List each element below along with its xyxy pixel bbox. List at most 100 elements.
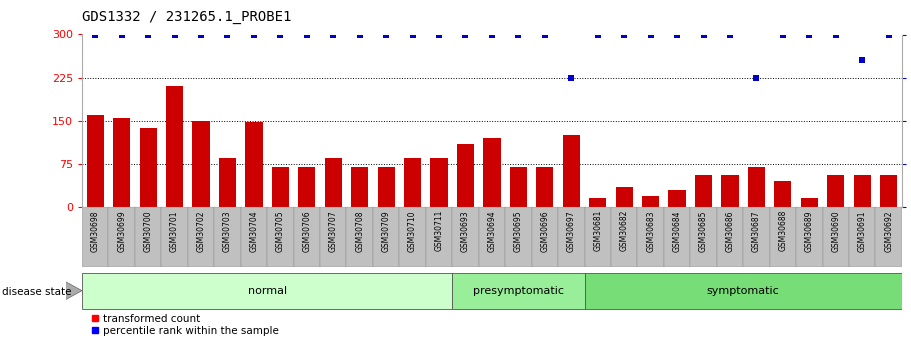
Bar: [796, 207, 823, 267]
Text: GSM30700: GSM30700: [144, 210, 153, 252]
Text: normal: normal: [248, 286, 287, 296]
Bar: [585, 273, 902, 308]
Bar: [214, 207, 241, 267]
Text: GSM30688: GSM30688: [778, 210, 787, 252]
Bar: [585, 207, 611, 267]
Point: [511, 32, 526, 37]
Bar: [669, 190, 686, 207]
Text: GSM30687: GSM30687: [752, 210, 761, 252]
Point: [115, 32, 129, 37]
Point: [828, 32, 843, 37]
Text: GSM30707: GSM30707: [329, 210, 338, 252]
Bar: [849, 207, 875, 267]
Text: presymptomatic: presymptomatic: [473, 286, 564, 296]
Bar: [135, 207, 161, 267]
Point: [141, 32, 156, 37]
Text: GSM30711: GSM30711: [435, 210, 444, 252]
Bar: [351, 167, 368, 207]
Bar: [324, 158, 342, 207]
Text: GSM30703: GSM30703: [223, 210, 232, 252]
Bar: [691, 207, 717, 267]
Bar: [245, 122, 262, 207]
Bar: [854, 175, 871, 207]
Point: [194, 32, 209, 37]
Point: [749, 75, 763, 80]
Bar: [748, 167, 765, 207]
Point: [88, 32, 103, 37]
Point: [617, 32, 631, 37]
Text: GSM30698: GSM30698: [91, 210, 99, 252]
Bar: [532, 207, 558, 267]
Bar: [139, 128, 157, 207]
Text: GSM30684: GSM30684: [672, 210, 681, 252]
Bar: [192, 121, 210, 207]
Point: [300, 32, 314, 37]
Point: [643, 32, 658, 37]
Bar: [271, 167, 289, 207]
Text: GSM30686: GSM30686: [725, 210, 734, 252]
Point: [458, 32, 473, 37]
Bar: [425, 207, 452, 267]
Bar: [695, 175, 712, 207]
Text: GSM30705: GSM30705: [276, 210, 285, 252]
Bar: [188, 207, 214, 267]
Text: GSM30691: GSM30691: [858, 210, 866, 252]
Text: GSM30681: GSM30681: [593, 210, 602, 252]
Text: GSM30696: GSM30696: [540, 210, 549, 252]
Text: GSM30683: GSM30683: [646, 210, 655, 252]
Bar: [880, 175, 897, 207]
Point: [881, 32, 896, 37]
Bar: [298, 167, 315, 207]
Point: [247, 32, 261, 37]
Text: GSM30694: GSM30694: [487, 210, 496, 252]
Bar: [399, 207, 425, 267]
Polygon shape: [66, 282, 82, 299]
Bar: [537, 167, 553, 207]
Bar: [801, 198, 818, 207]
Bar: [108, 207, 135, 267]
Bar: [452, 207, 478, 267]
Bar: [478, 207, 506, 267]
Point: [564, 75, 578, 80]
Bar: [346, 207, 373, 267]
Bar: [457, 144, 474, 207]
Text: GSM30701: GSM30701: [170, 210, 179, 252]
Text: GSM30682: GSM30682: [619, 210, 629, 252]
Bar: [664, 207, 691, 267]
Bar: [611, 207, 638, 267]
Bar: [82, 273, 452, 308]
Point: [855, 58, 869, 63]
Bar: [774, 181, 792, 207]
Text: GSM30708: GSM30708: [355, 210, 364, 252]
Point: [432, 32, 446, 37]
Bar: [770, 207, 796, 267]
Bar: [430, 158, 447, 207]
Bar: [161, 207, 188, 267]
Bar: [563, 135, 580, 207]
Bar: [219, 158, 236, 207]
Text: GSM30704: GSM30704: [250, 210, 259, 252]
Text: GSM30706: GSM30706: [302, 210, 312, 252]
Text: GSM30697: GSM30697: [567, 210, 576, 252]
Bar: [638, 207, 664, 267]
Point: [273, 32, 288, 37]
Bar: [373, 207, 399, 267]
Point: [590, 32, 605, 37]
Bar: [558, 207, 585, 267]
Text: GSM30709: GSM30709: [382, 210, 391, 252]
Bar: [743, 207, 770, 267]
Point: [670, 32, 684, 37]
Bar: [404, 158, 421, 207]
Point: [326, 32, 341, 37]
Point: [775, 32, 790, 37]
Bar: [166, 86, 183, 207]
Text: GDS1332 / 231265.1_PROBE1: GDS1332 / 231265.1_PROBE1: [82, 10, 292, 24]
Point: [537, 32, 552, 37]
Text: GSM30695: GSM30695: [514, 210, 523, 252]
Bar: [510, 167, 527, 207]
Text: GSM30699: GSM30699: [118, 210, 126, 252]
Point: [353, 32, 367, 37]
Bar: [642, 196, 660, 207]
Bar: [293, 207, 320, 267]
Text: disease state: disease state: [2, 287, 71, 296]
